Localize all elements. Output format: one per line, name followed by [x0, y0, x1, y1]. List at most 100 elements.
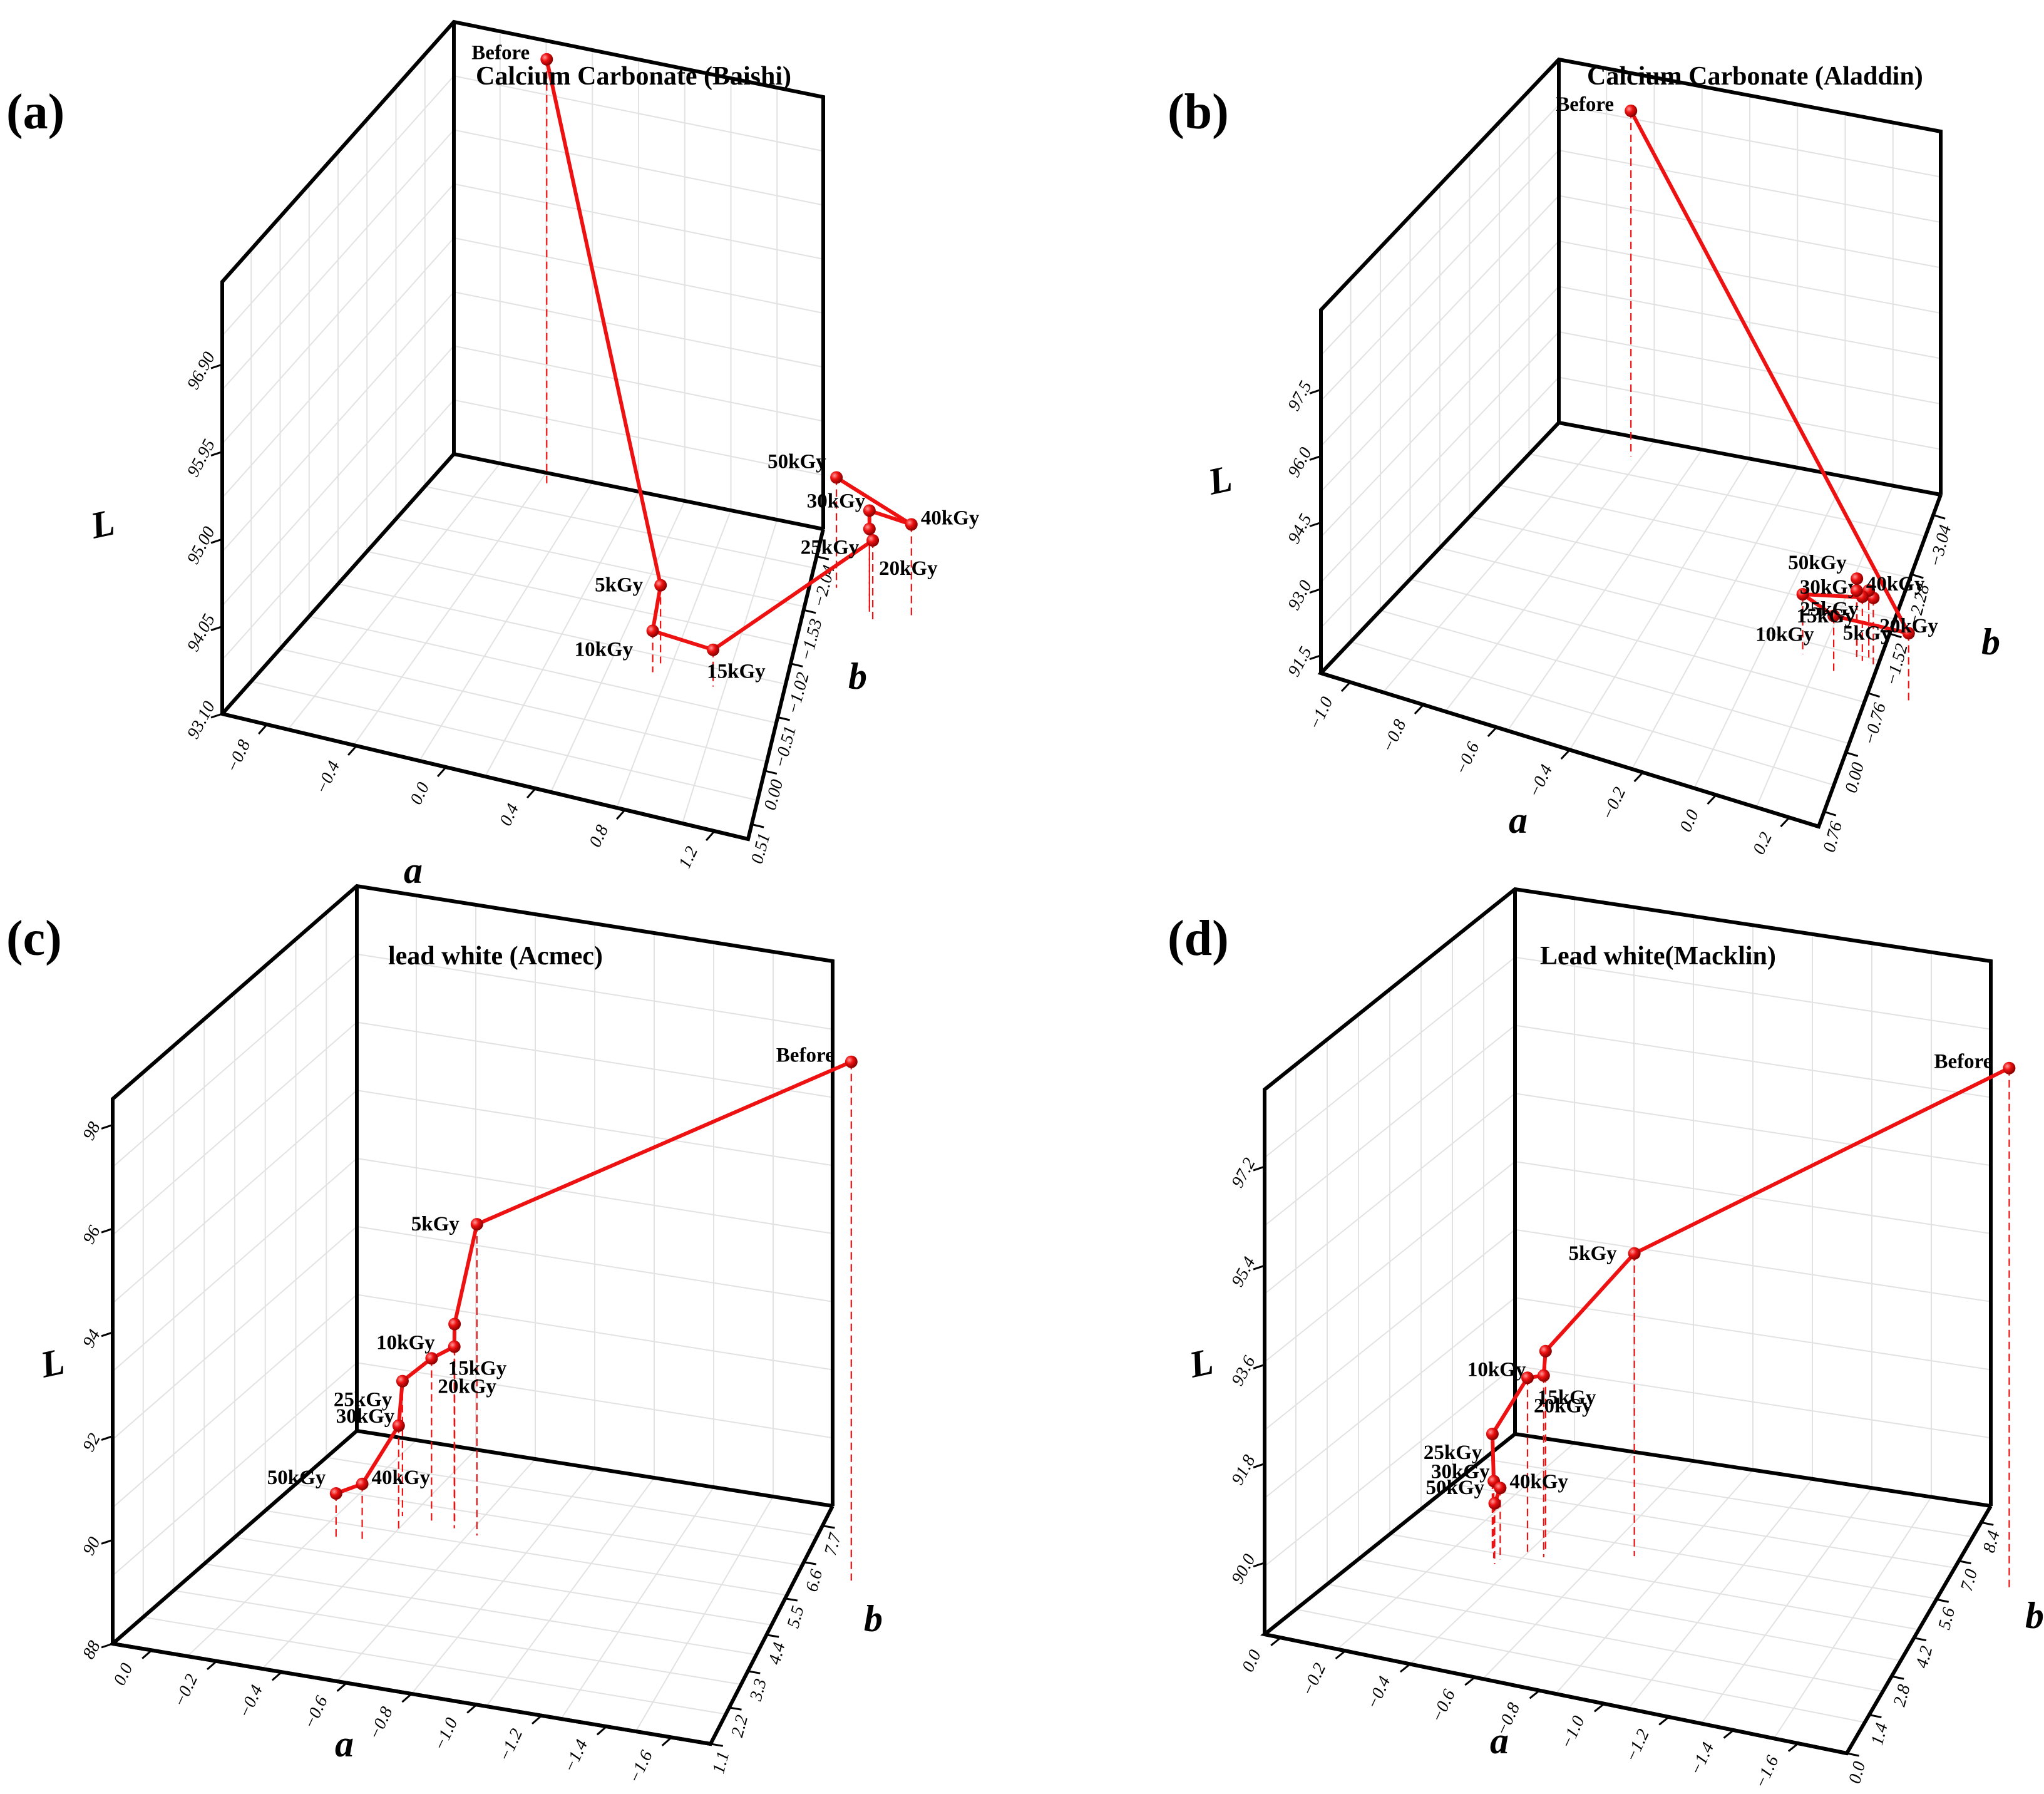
a-tick-label: −1.0	[1305, 694, 1337, 733]
grid-line	[222, 237, 455, 498]
grid-line	[1773, 1497, 1932, 1739]
grid-line	[1514, 1024, 1991, 1098]
point-label: 20kGy	[879, 557, 938, 580]
chart-panel-1: −0.8−0.4 0.00.40.81.2a0.510.00−0.51−1.02−…	[6, 19, 980, 891]
point-label: 40kGy	[1509, 1470, 1568, 1493]
point-5kGy	[1902, 627, 1915, 640]
a-tick-label: −0.4	[235, 1682, 267, 1721]
L-tick-label: 90.0	[1228, 1551, 1259, 1587]
series-line	[1629, 110, 1911, 636]
L-tick	[101, 1227, 113, 1234]
a-axis-title: a	[1490, 1720, 1509, 1761]
L-tick	[1309, 522, 1322, 527]
b-tick	[1936, 1598, 1949, 1603]
panel-label: (a)	[6, 85, 64, 140]
b-tick-label: −1.52	[1882, 642, 1912, 688]
L-tick-label: 95.4	[1228, 1254, 1259, 1290]
a-tick	[532, 1714, 543, 1725]
L-axis-title: L	[1185, 1341, 1217, 1386]
point-label: 40kGy	[921, 507, 980, 529]
grid-line	[1558, 195, 1941, 269]
grid-line	[1483, 1458, 1973, 1538]
grid-line	[112, 1021, 357, 1236]
b-tick	[751, 823, 764, 828]
b-tick	[790, 662, 803, 668]
box-frame	[108, 884, 835, 1746]
a-tick	[1414, 704, 1424, 714]
a-tick	[596, 1726, 607, 1736]
L-tick-label: 96.0	[1284, 445, 1315, 481]
b-tick	[764, 770, 778, 775]
point-40kGy	[1850, 584, 1863, 597]
b-axis-title: b	[1981, 621, 2000, 662]
grid-line	[1420, 1508, 1937, 1600]
a-tick	[1399, 1663, 1411, 1673]
L-tick-label: 94	[79, 1326, 105, 1351]
grid-line	[1320, 240, 1559, 492]
L-axis: 90.0 91.8 93.6 95.4 97.2 L	[1185, 1155, 1265, 1587]
b-tick-label: 0.00	[1841, 760, 1868, 795]
b-tick	[803, 1561, 816, 1565]
a-tick	[1723, 1729, 1735, 1739]
L-tick	[210, 538, 223, 544]
b-tick	[766, 1634, 779, 1638]
a-tick	[401, 1693, 413, 1703]
point-label: 20kGy	[438, 1375, 496, 1398]
L-tick-label: 97.2	[1228, 1155, 1259, 1191]
L-tick-label: 90	[79, 1534, 105, 1559]
a-axis-title: a	[404, 850, 423, 891]
point-10kGy	[448, 1317, 461, 1331]
grid-line	[1499, 485, 1911, 579]
b-tick	[729, 1706, 742, 1711]
a-tick-label: 0.0	[1238, 1647, 1265, 1675]
a-tick	[1780, 817, 1790, 828]
point-20kGy	[1521, 1371, 1534, 1384]
chart-title: Calcium Carbonate (Baishi)	[476, 62, 791, 91]
b-axis-title: b	[2025, 1595, 2044, 1636]
grid-line	[453, 75, 824, 152]
b-tick	[1846, 1752, 1859, 1757]
grid-line	[424, 485, 814, 569]
point-15kGy	[1796, 588, 1809, 601]
point-25kGy	[396, 1374, 409, 1388]
a-tick-label: −1.2	[1621, 1726, 1653, 1765]
a-tick	[1335, 1650, 1347, 1660]
b-tick-label: 5.5	[784, 1604, 808, 1631]
grid-line	[682, 519, 778, 824]
grid-line	[1529, 453, 1926, 537]
floor-edges	[1260, 1431, 1991, 1755]
a-tick	[466, 1704, 478, 1714]
grid	[222, 21, 824, 840]
a-tick-label: −1.2	[495, 1726, 526, 1765]
L-tick-label: 97.5	[1284, 378, 1315, 414]
a-axis: −0.8 −0.4 0.0 0.4 0.8 1.2 a	[222, 724, 716, 891]
grid-line	[1628, 1478, 1813, 1709]
L-tick	[101, 1124, 113, 1130]
a-tick	[1787, 1742, 1799, 1752]
point-label: Before	[1556, 93, 1614, 116]
grid-line	[1264, 1093, 1516, 1295]
point-25kGy	[863, 522, 876, 535]
a-tick	[141, 1649, 153, 1659]
point-10kGy	[646, 624, 659, 637]
b-tick	[784, 1597, 798, 1602]
grid-line	[337, 583, 786, 685]
point-5kGy	[470, 1218, 483, 1231]
a-tick	[437, 766, 447, 778]
a-tick-label: −0.6	[1451, 739, 1483, 778]
grid-line	[1558, 150, 1941, 223]
L-tick	[210, 363, 223, 369]
grid-line	[1469, 516, 1896, 620]
a-tick	[1560, 749, 1571, 760]
L-tick	[101, 1539, 113, 1545]
grid-line	[112, 1158, 357, 1372]
point-label: 15kGy	[707, 661, 766, 683]
chart-panel-4: 0.0 −0.2 −0.4 −0.6 −0.8 −1.0 −1.2 −1.4 −1.6a0.01…	[1168, 887, 2044, 1791]
point-40kGy	[1494, 1482, 1507, 1495]
a-tick	[1658, 1716, 1670, 1726]
a-tick	[336, 1682, 347, 1692]
b-tick-label: 4.2	[1912, 1644, 1936, 1670]
grid-line	[367, 550, 796, 646]
b-tick	[1846, 751, 1859, 757]
b-axis: 0.0 1.4 2.8 4.2 5.6 7.0 8.4 b	[1845, 1521, 2044, 1786]
